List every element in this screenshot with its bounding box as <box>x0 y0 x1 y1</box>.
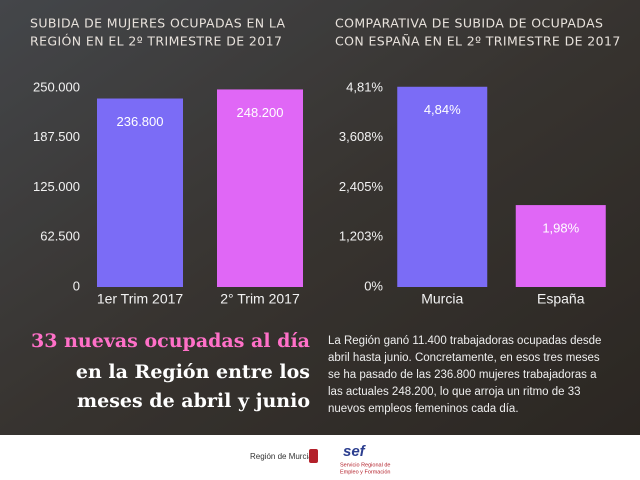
y-tick-label: 62.500 <box>40 229 80 244</box>
paragraph-line: las actuales 248.200, lo que arroja un r… <box>328 386 581 398</box>
bar <box>397 86 488 287</box>
chart-title: SUBIDA DE MUJERES OCUPADAS EN LA <box>30 16 286 31</box>
chart-title: CON ESPAÑA EN EL 2º TRIMESTRE DE 2017 <box>335 34 621 49</box>
y-tick-label: 2,405% <box>339 179 384 194</box>
value-label: 1,98% <box>542 221 579 236</box>
headline: en la Región entre los <box>76 361 310 383</box>
paragraph-line: se ha pasado de las 236.800 mujeres trab… <box>328 369 597 381</box>
value-label: 236.800 <box>117 114 164 129</box>
y-tick-label: 3,608% <box>339 129 384 144</box>
y-tick-label: 1,203% <box>339 229 384 244</box>
headline: 33 nuevas ocupadas al día <box>31 330 310 352</box>
paragraph-line: nuevos empleos femeninos cada día. <box>328 403 519 415</box>
bar <box>515 205 606 287</box>
y-tick-label: 187.500 <box>33 129 80 144</box>
paragraph-line: abril hasta junio. Concretamente, en eso… <box>328 352 600 364</box>
paragraph-line: La Región ganó 11.400 trabajadoras ocupa… <box>328 335 601 347</box>
x-tick-label: Murcia <box>421 291 463 307</box>
y-tick-label: 250.000 <box>33 79 80 94</box>
x-tick-label: España <box>537 291 585 307</box>
bar <box>97 98 183 287</box>
bar <box>217 89 303 287</box>
x-tick-label: 2° Trim 2017 <box>220 291 300 307</box>
value-label: 248.200 <box>237 105 284 120</box>
y-tick-label: 125.000 <box>33 179 80 194</box>
logo-mark: sef <box>343 443 367 460</box>
chart-title: REGIÓN EN EL 2º TRIMESTRE DE 2017 <box>30 34 282 49</box>
headline: meses de abril y junio <box>77 390 310 412</box>
y-tick-label: 0 <box>73 278 80 293</box>
logo-text: Región de Murcia <box>250 452 313 461</box>
y-tick-label: 4,81% <box>346 79 383 94</box>
logo-shield <box>309 449 318 463</box>
logo-text: Servicio Regional de <box>340 462 390 468</box>
logo-text: Empleo y Formación <box>340 469 390 475</box>
y-tick-label: 0% <box>364 278 383 293</box>
chart-title: COMPARATIVA DE SUBIDA DE OCUPADAS <box>335 16 603 31</box>
footer <box>0 435 640 480</box>
x-tick-label: 1er Trim 2017 <box>97 291 184 307</box>
value-label: 4,84% <box>424 102 461 117</box>
